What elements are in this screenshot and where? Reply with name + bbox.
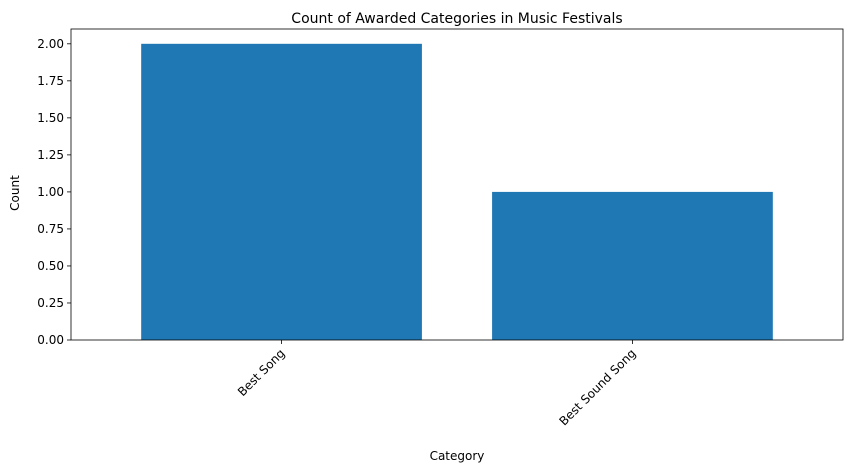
y-tick-label: 1.00 [37,185,64,199]
y-tick-label: 0.25 [37,296,64,310]
y-tick-label: 2.00 [37,37,64,51]
y-tick-label: 0.75 [37,222,64,236]
x-axis-label: Category [430,449,485,463]
y-tick-label: 1.25 [37,148,64,162]
plot-area [70,28,844,341]
y-tick-label: 1.50 [37,111,64,125]
bar-best-sound-song [492,191,773,340]
y-tick-label: 0.50 [37,259,64,273]
plot-frame [70,28,844,341]
chart-title: Count of Awarded Categories in Music Fes… [291,11,622,27]
y-axis: 0.00 0.25 0.50 0.75 1.00 1.25 1.50 1.75 2.00 [37,37,71,347]
y-axis-label: Count [8,175,22,211]
bar-best-song [141,43,422,341]
y-tick-label: 1.75 [37,74,64,88]
y-tick-label: 0.00 [37,333,64,347]
